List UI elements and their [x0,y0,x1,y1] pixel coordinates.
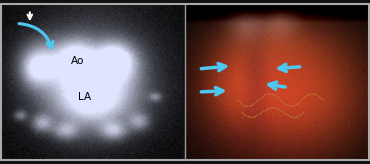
Text: Ao: Ao [71,56,84,66]
Text: LA: LA [78,92,91,102]
